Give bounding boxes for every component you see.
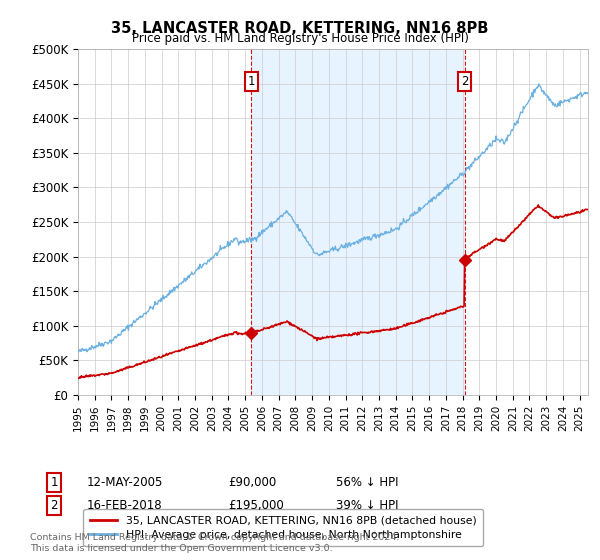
Text: £195,000: £195,000 (228, 499, 284, 512)
Text: 35, LANCASTER ROAD, KETTERING, NN16 8PB: 35, LANCASTER ROAD, KETTERING, NN16 8PB (112, 21, 488, 36)
Text: 1: 1 (248, 74, 255, 87)
Legend: 35, LANCASTER ROAD, KETTERING, NN16 8PB (detached house), HPI: Average price, de: 35, LANCASTER ROAD, KETTERING, NN16 8PB … (83, 509, 483, 547)
Text: Price paid vs. HM Land Registry's House Price Index (HPI): Price paid vs. HM Land Registry's House … (131, 32, 469, 45)
Bar (251, 49, 464, 395)
Text: 2: 2 (461, 74, 469, 87)
Text: 1: 1 (50, 476, 58, 489)
Text: £90,000: £90,000 (228, 476, 276, 489)
Text: 16-FEB-2018: 16-FEB-2018 (87, 499, 163, 512)
Text: Contains HM Land Registry data © Crown copyright and database right 2024.
This d: Contains HM Land Registry data © Crown c… (30, 533, 400, 553)
Text: 39% ↓ HPI: 39% ↓ HPI (336, 499, 398, 512)
Text: 56% ↓ HPI: 56% ↓ HPI (336, 476, 398, 489)
Text: 2: 2 (50, 499, 58, 512)
Text: 12-MAY-2005: 12-MAY-2005 (87, 476, 163, 489)
